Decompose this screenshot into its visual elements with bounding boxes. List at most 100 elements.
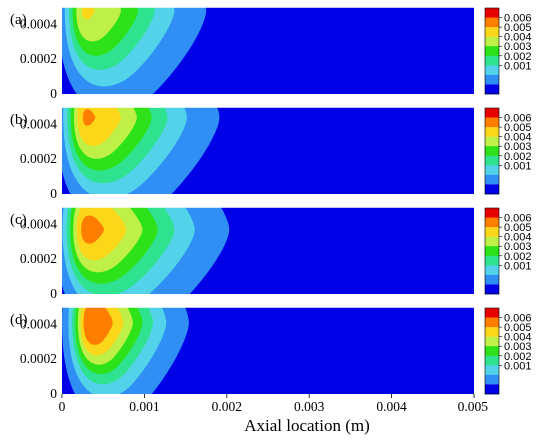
colorbar-tick-label: 0.003 — [504, 341, 532, 353]
y-tick-label: 0.0002 — [20, 351, 57, 366]
contour-bands — [62, 7, 207, 94]
colorbar-tick-label: 0.002 — [504, 351, 532, 363]
colorbar-segment — [485, 36, 499, 47]
colorbar-segment — [485, 274, 499, 285]
contour-band-6 — [81, 7, 95, 20]
colorbar-segment — [485, 284, 499, 295]
x-tick-label: 0.003 — [294, 399, 325, 414]
colorbar-tick-label: 0.004 — [504, 132, 532, 144]
colorbar-segment — [485, 265, 499, 276]
colorbar-tick-label: 0.002 — [504, 251, 532, 263]
colorbar-tick-label: 0.003 — [504, 241, 532, 253]
colorbar-segment — [485, 208, 499, 218]
x-tick-label: 0 — [59, 399, 66, 414]
colorbar-segment — [485, 165, 499, 176]
colorbar-tick-label: 0.004 — [504, 232, 532, 244]
colorbar-segment — [485, 55, 499, 66]
y-tick-label: 0.0004 — [20, 316, 57, 331]
colorbar-tick-label: 0.004 — [504, 332, 532, 344]
colorbar-tick-label: 0.001 — [504, 260, 532, 272]
contour-band-7 — [81, 215, 105, 244]
panel-label: (a) — [10, 12, 27, 28]
x-tick-label: 0.004 — [376, 399, 407, 414]
colorbar-tick-label: 0.005 — [504, 322, 532, 334]
colorbar-tick-label: 0.006 — [504, 13, 532, 25]
contour-panel-2: (b)0.00040.000200.0060.0050.0040.0030.00… — [10, 106, 532, 201]
colorbar-tick-label: 0.002 — [504, 151, 532, 163]
colorbar-segment — [485, 17, 499, 28]
colorbar-tick-label: 0.005 — [504, 122, 532, 134]
colorbar-tick-label: 0.002 — [504, 51, 532, 63]
colorbar-segment — [485, 174, 499, 185]
colorbar-tick-label: 0.006 — [504, 113, 532, 125]
y-tick-label: 0 — [50, 386, 57, 401]
x-axis: 0 0.001 0.002 0.003 0.004 0.005 — [59, 394, 489, 414]
colorbar-tick-label: 0.005 — [504, 222, 532, 234]
colorbar-segment — [485, 346, 499, 357]
colorbar-frame — [484, 207, 500, 295]
colorbar-segment — [485, 136, 499, 147]
colorbar-segment — [485, 108, 499, 118]
panel-label: (c) — [10, 212, 27, 228]
x-tick-label: 0.005 — [458, 399, 489, 414]
colorbar-segment — [485, 127, 499, 137]
colorbar-tick-label: 0.003 — [504, 41, 532, 53]
colorbar-segment — [485, 74, 499, 85]
y-tick-label: 0 — [50, 286, 57, 301]
colorbar-segment — [485, 255, 499, 266]
colorbar-segment — [485, 317, 499, 328]
colorbar-tick-label: 0.003 — [504, 141, 532, 153]
contour-panels: (a)0.00040.000200.0060.0050.0040.0030.00… — [10, 6, 532, 401]
contour-panel-4: (d)0.00040.000200.0060.0050.0040.0030.00… — [10, 306, 532, 401]
colorbar-segment — [485, 155, 499, 166]
y-tick-label: 0.0004 — [20, 216, 57, 231]
colorbar-tick-label: 0.004 — [504, 32, 532, 44]
contour-band-7 — [82, 109, 96, 126]
y-tick-label: 0.0004 — [20, 16, 57, 31]
y-tick-label: 0.0002 — [20, 51, 57, 66]
panel-label: (d) — [10, 312, 28, 328]
colorbar-frame — [484, 107, 500, 195]
colorbar-tick-label: 0.006 — [504, 313, 532, 325]
colorbar-segment — [485, 336, 499, 347]
colorbar-segment — [485, 8, 499, 18]
colorbar-tick-label: 0.001 — [504, 360, 532, 372]
colorbar-segment — [485, 46, 499, 57]
colorbar-segment — [485, 246, 499, 257]
colorbar-segment — [485, 65, 499, 76]
colorbar-tick-label: 0.001 — [504, 160, 532, 172]
colorbar-tick-label: 0.005 — [504, 22, 532, 34]
colorbar-tick-label: 0.001 — [504, 60, 532, 72]
colorbar-segment — [485, 227, 499, 237]
colorbar-segment — [485, 146, 499, 157]
colorbar-segment — [485, 217, 499, 228]
y-tick-label: 0.0004 — [20, 116, 57, 131]
contour-panel-3: (c)0.00040.000200.0060.0050.0040.0030.00… — [10, 206, 532, 301]
y-tick-label: 0 — [50, 186, 57, 201]
colorbar-segment — [485, 184, 499, 195]
contour-bands — [62, 207, 230, 294]
y-tick-label: 0 — [50, 86, 57, 101]
colorbar-tick-label: 0.006 — [504, 213, 532, 225]
contour-bands — [62, 307, 189, 394]
contour-panel-1: (a)0.00040.000200.0060.0050.0040.0030.00… — [10, 6, 532, 101]
colorbar-segment — [485, 374, 499, 385]
colorbar-frame — [484, 7, 500, 95]
x-tick-label: 0.002 — [212, 399, 242, 414]
colorbar-frame — [484, 307, 500, 395]
contour-band-7 — [83, 307, 113, 345]
x-axis-title: Axial location (m) — [244, 416, 370, 435]
y-tick-label: 0.0002 — [20, 251, 57, 266]
colorbar-segment — [485, 117, 499, 128]
y-tick-label: 0.0002 — [20, 151, 57, 166]
colorbar-segment — [485, 355, 499, 366]
x-tick-label: 0.001 — [129, 399, 159, 414]
colorbar-segment — [485, 84, 499, 95]
panel-label: (b) — [10, 112, 28, 128]
colorbar-segment — [485, 236, 499, 247]
